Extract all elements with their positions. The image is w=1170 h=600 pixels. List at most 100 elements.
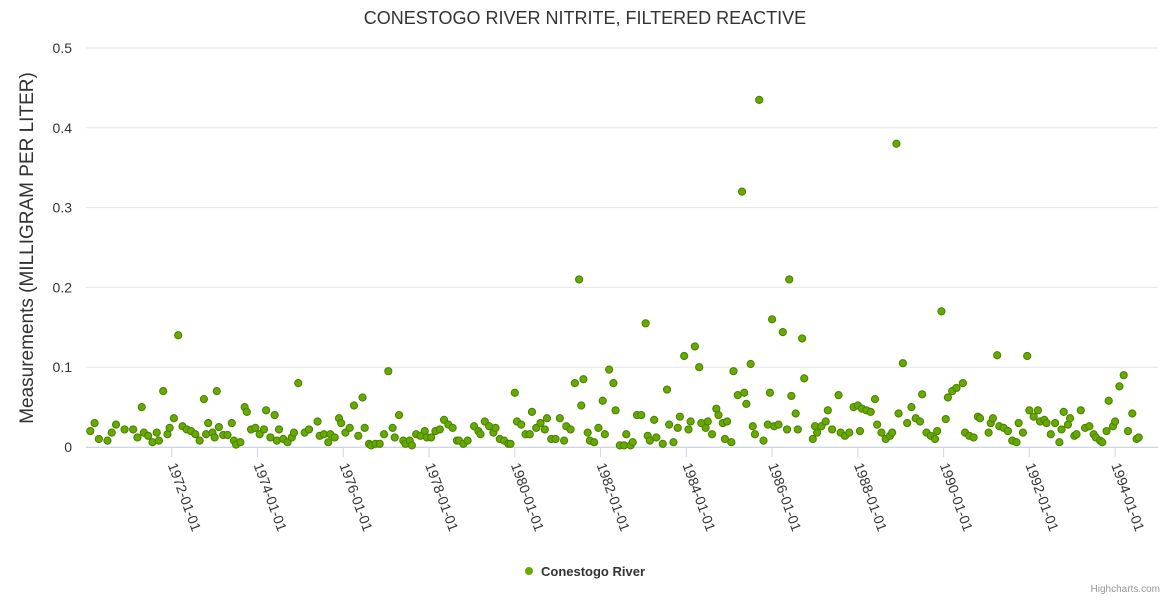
- data-point[interactable]: [345, 423, 354, 432]
- data-point[interactable]: [1072, 430, 1081, 439]
- data-point[interactable]: [375, 439, 384, 448]
- data-point[interactable]: [144, 431, 153, 440]
- data-point[interactable]: [767, 315, 777, 324]
- data-point[interactable]: [304, 425, 314, 434]
- data-point[interactable]: [120, 425, 129, 434]
- data-point[interactable]: [1059, 407, 1068, 416]
- data-point[interactable]: [542, 414, 552, 423]
- data-point[interactable]: [680, 351, 689, 361]
- data-point[interactable]: [684, 425, 693, 434]
- data-point[interactable]: [107, 428, 116, 437]
- data-point[interactable]: [583, 428, 592, 437]
- data-point[interactable]: [958, 379, 967, 388]
- data-point[interactable]: [1102, 426, 1111, 436]
- data-point[interactable]: [641, 319, 650, 328]
- data-point[interactable]: [407, 441, 416, 450]
- data-point[interactable]: [1014, 418, 1023, 428]
- data-point[interactable]: [813, 428, 822, 437]
- data-point[interactable]: [787, 391, 796, 401]
- data-point[interactable]: [1012, 438, 1021, 447]
- data-point[interactable]: [506, 439, 515, 448]
- data-point[interactable]: [834, 391, 843, 400]
- data-point[interactable]: [628, 438, 637, 447]
- data-point[interactable]: [169, 414, 179, 423]
- data-point[interactable]: [199, 395, 209, 404]
- data-point[interactable]: [1104, 396, 1113, 405]
- data-point[interactable]: [714, 410, 723, 420]
- data-point[interactable]: [1029, 412, 1038, 421]
- data-point[interactable]: [1098, 438, 1107, 447]
- data-point[interactable]: [993, 351, 1002, 360]
- data-point[interactable]: [294, 379, 303, 388]
- data-point[interactable]: [605, 365, 614, 374]
- data-point[interactable]: [1111, 417, 1120, 426]
- data-point[interactable]: [358, 393, 367, 402]
- data-point[interactable]: [394, 410, 404, 420]
- data-point[interactable]: [793, 425, 802, 434]
- data-point[interactable]: [195, 436, 204, 445]
- data-point[interactable]: [720, 434, 730, 444]
- data-point[interactable]: [1003, 426, 1013, 436]
- data-point[interactable]: [1042, 418, 1051, 428]
- data-point[interactable]: [525, 430, 534, 439]
- data-point[interactable]: [740, 388, 749, 397]
- data-point[interactable]: [223, 430, 232, 440]
- data-point[interactable]: [800, 374, 809, 383]
- data-point[interactable]: [1018, 428, 1028, 437]
- data-point[interactable]: [1033, 406, 1043, 415]
- data-point[interactable]: [261, 406, 271, 415]
- data-point[interactable]: [662, 385, 672, 394]
- data-point[interactable]: [598, 396, 607, 405]
- data-point[interactable]: [270, 410, 279, 420]
- data-point[interactable]: [1023, 351, 1032, 361]
- data-point[interactable]: [1123, 426, 1133, 436]
- data-point[interactable]: [129, 425, 138, 434]
- data-point[interactable]: [384, 367, 393, 376]
- data-point[interactable]: [289, 428, 299, 437]
- data-point[interactable]: [759, 436, 768, 445]
- data-point[interactable]: [727, 438, 736, 447]
- data-point[interactable]: [1115, 382, 1124, 391]
- data-point[interactable]: [622, 430, 631, 439]
- data-point[interactable]: [236, 438, 245, 447]
- data-point[interactable]: [555, 414, 564, 423]
- data-point[interactable]: [388, 423, 397, 432]
- data-point[interactable]: [1050, 418, 1060, 428]
- data-point[interactable]: [930, 434, 940, 444]
- data-point[interactable]: [313, 417, 322, 426]
- data-point[interactable]: [354, 431, 363, 440]
- data-point[interactable]: [463, 436, 472, 445]
- data-point[interactable]: [665, 420, 674, 429]
- data-point[interactable]: [748, 422, 757, 431]
- data-point[interactable]: [191, 430, 200, 439]
- data-point[interactable]: [1085, 422, 1094, 431]
- data-point[interactable]: [390, 433, 399, 442]
- data-point[interactable]: [690, 342, 699, 351]
- data-point[interactable]: [517, 420, 526, 429]
- data-point[interactable]: [204, 418, 213, 428]
- data-point[interactable]: [695, 363, 704, 372]
- data-point[interactable]: [774, 420, 783, 429]
- data-point[interactable]: [686, 417, 695, 426]
- data-point[interactable]: [782, 425, 792, 434]
- data-point[interactable]: [943, 393, 952, 402]
- data-point[interactable]: [536, 418, 545, 428]
- data-point[interactable]: [707, 430, 717, 439]
- data-point[interactable]: [765, 388, 775, 397]
- data-point[interactable]: [845, 428, 854, 437]
- data-point[interactable]: [1134, 433, 1143, 442]
- data-point[interactable]: [703, 417, 712, 426]
- data-point[interactable]: [154, 436, 163, 445]
- data-point[interactable]: [952, 383, 961, 393]
- data-point[interactable]: [174, 331, 183, 340]
- data-point[interactable]: [658, 439, 667, 448]
- data-point[interactable]: [527, 407, 537, 416]
- data-point[interactable]: [1046, 430, 1055, 439]
- data-point[interactable]: [969, 433, 978, 442]
- data-point[interactable]: [337, 418, 346, 428]
- data-point[interactable]: [673, 423, 682, 432]
- data-point[interactable]: [330, 433, 339, 442]
- data-point[interactable]: [750, 430, 760, 439]
- data-point[interactable]: [111, 420, 121, 429]
- data-point[interactable]: [933, 426, 942, 436]
